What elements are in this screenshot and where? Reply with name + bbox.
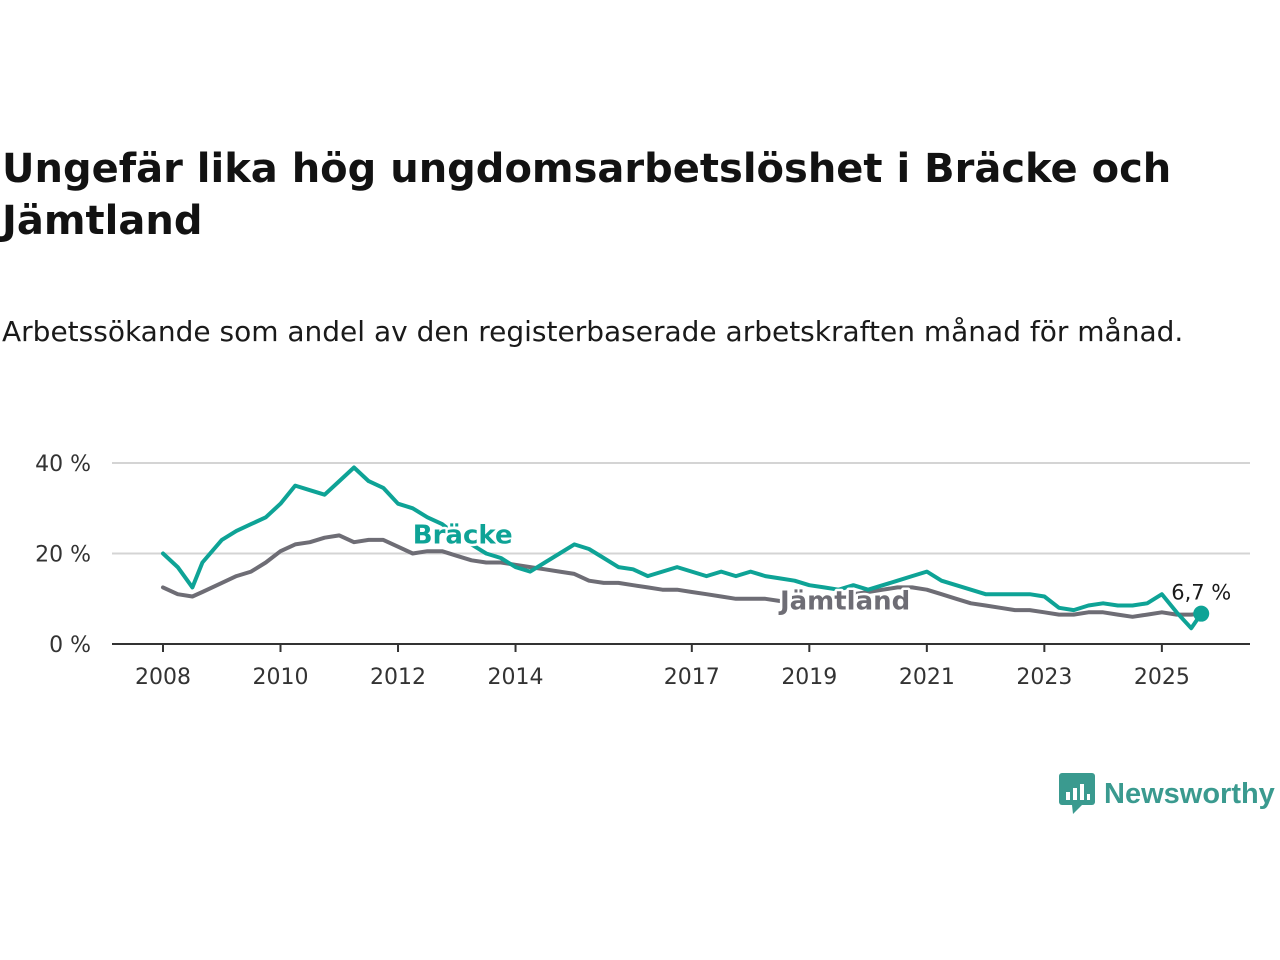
x-tick-label: 2021 (899, 665, 955, 690)
x-tick-label: 2012 (370, 665, 426, 690)
x-tick-label: 2025 (1134, 665, 1190, 690)
grid-layer (112, 462, 1250, 555)
brand-name: Newsworthy (1104, 777, 1275, 810)
y-tick-label: 20 % (35, 543, 91, 568)
x-tick-label: 2008 (135, 665, 191, 690)
x-tick-label: 2014 (488, 665, 544, 690)
label-layer: Bräcke Jämtland 6,7 % (410, 518, 1231, 622)
end-point-marker (1193, 605, 1210, 622)
line-chart: 0 % 20 % 40 % 2008 2010 2012 2014 2017 2019 2021 2… (35, 452, 1250, 690)
series-line-jamtland (161, 533, 1204, 619)
x-tick-label: 2019 (781, 665, 837, 690)
y-tick-label: 40 % (35, 452, 91, 477)
chart-subtitle: Arbetssökande som andel av den registerb… (2, 315, 1184, 348)
axis-layer: 0 % 20 % 40 % 2008 2010 2012 2014 2017 2019 2021 2… (35, 452, 1250, 690)
series-label-jamtland: Jämtland (778, 587, 910, 617)
x-tick-label: 2010 (253, 665, 309, 690)
x-tick-label: 2017 (664, 665, 720, 690)
y-tick-label: 0 % (49, 633, 91, 658)
series-label-bracke: Bräcke (413, 521, 513, 551)
newsworthy-logo-icon (1059, 773, 1095, 814)
newsworthy-logo[interactable]: Newsworthy (1058, 772, 1275, 816)
series-line-bracke (161, 465, 1204, 631)
chart-title: Ungefär lika hög ungdomsarbetslöshet i B… (2, 146, 1172, 244)
x-tick-label: 2023 (1016, 665, 1072, 690)
end-value-label: 6,7 % (1171, 581, 1231, 605)
series-layer (161, 465, 1204, 631)
